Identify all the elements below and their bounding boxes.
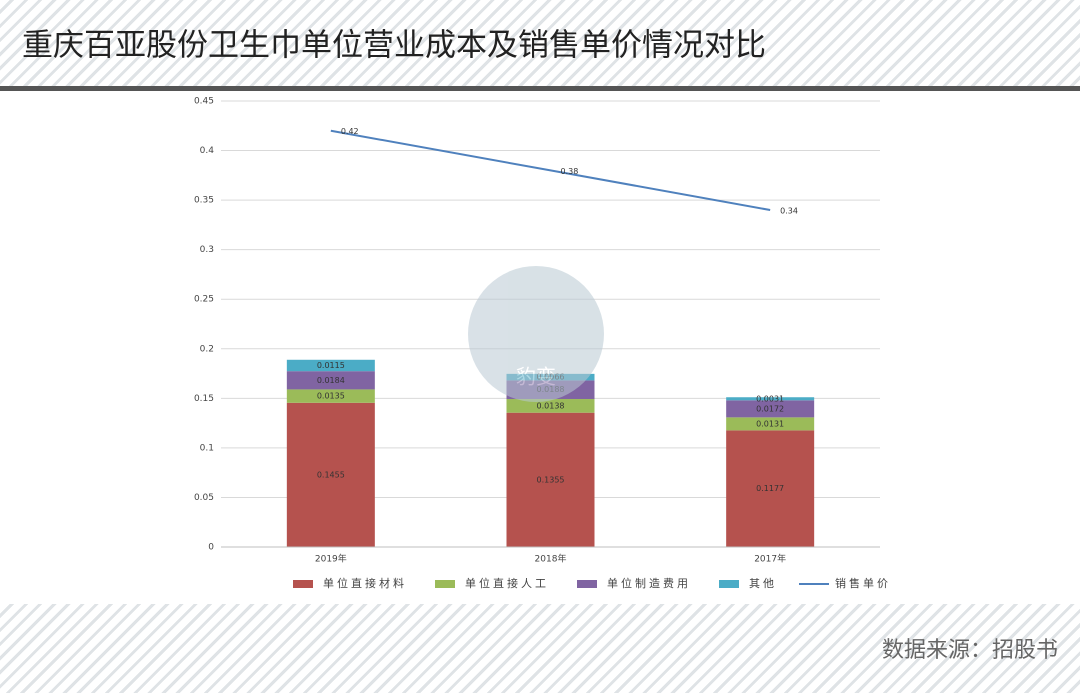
bar-segment	[726, 430, 815, 547]
legend-label: 销售单价	[835, 576, 891, 590]
legend-swatch	[435, 580, 455, 588]
price-line	[330, 129, 771, 212]
y-tick-label: 0.1	[200, 443, 214, 453]
y-tick-label: 0.35	[194, 196, 214, 206]
bar-segment	[726, 417, 815, 431]
legend-swatch	[719, 580, 739, 588]
source: 数据来源：招股书	[882, 638, 1058, 663]
bar-segment	[506, 412, 595, 547]
legend-swatch	[577, 580, 597, 588]
bar-segment	[506, 399, 595, 413]
bar-segment	[286, 389, 375, 403]
data-label: 0.34	[780, 207, 798, 216]
data-label: 0.38	[561, 167, 579, 176]
footer-band	[0, 604, 1080, 693]
data-label: 0.0172	[756, 404, 784, 413]
data-label: 0.0131	[756, 419, 784, 428]
y-tick-label: 0.05	[194, 493, 214, 503]
y-tick-label: 0.15	[194, 394, 214, 404]
legend-swatch	[293, 580, 313, 588]
bar-segment	[286, 402, 375, 547]
legend-label: 其他	[749, 577, 777, 590]
y-tick-label: 0.3	[200, 245, 214, 255]
y-tick-label: 0.4	[200, 146, 215, 156]
legend-label: 单位直接人工	[465, 576, 549, 590]
data-label: 0.1177	[756, 484, 784, 493]
bar-segment	[726, 400, 815, 418]
data-label: 0.0031	[756, 394, 784, 403]
bar-segment	[726, 397, 815, 401]
header-rule	[0, 86, 1080, 91]
data-label: 0.0138	[537, 401, 565, 410]
bar-segment	[286, 359, 375, 372]
data-label: 0.1455	[317, 470, 345, 479]
x-tick-label: 2019年	[315, 553, 347, 565]
y-tick-label: 0	[208, 543, 214, 553]
data-label: 0.42	[341, 127, 359, 136]
data-label: 0.0184	[317, 376, 345, 385]
data-label: 0.0115	[317, 361, 345, 370]
bar-segment	[286, 371, 375, 390]
header-band	[0, 0, 1080, 88]
legend-label: 单位直接材料	[323, 576, 407, 590]
y-tick-label: 0.25	[194, 295, 214, 305]
data-label: 0.0135	[317, 392, 345, 401]
x-tick-label: 2018年	[535, 553, 567, 565]
x-tick-label: 2017年	[754, 553, 786, 565]
y-tick-label: 0.2	[200, 344, 214, 354]
data-label: 0.1355	[537, 475, 565, 484]
legend-label: 单位制造费用	[607, 576, 691, 590]
watermark: 豹变	[468, 266, 604, 402]
watermark-text: 豹变	[516, 365, 556, 389]
page-title: 重庆百亚股份卫生巾单位营业成本及销售单价情况对比	[22, 28, 766, 64]
y-tick-label: 0.45	[194, 97, 214, 107]
watermark-circle	[468, 266, 604, 402]
